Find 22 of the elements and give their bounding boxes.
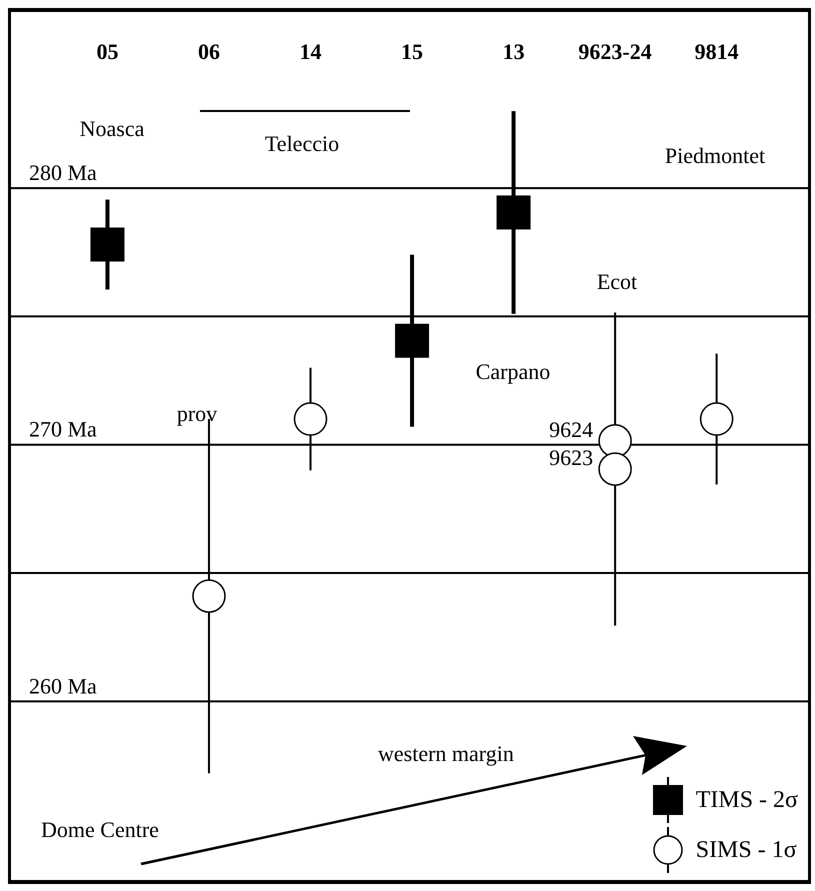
annotation: western margin (378, 741, 514, 766)
x-tick-label: 9814 (694, 39, 739, 64)
annotation: Dome Centre (41, 817, 159, 842)
annotation: 9624 (549, 416, 594, 442)
y-tick-label: 280 Ma (29, 160, 98, 186)
y-tick-label: 270 Ma (29, 416, 98, 442)
annotation: Teleccio (264, 131, 340, 156)
annotation: Piedmontet (664, 143, 766, 168)
annotation: prov (176, 401, 218, 426)
y-tick-label: 260 Ma (29, 673, 98, 698)
annotation: 9623 (549, 445, 594, 470)
x-tick-label: 15 (401, 39, 424, 64)
annotation: Ecot (596, 269, 638, 294)
x-tick-label: 14 (300, 39, 322, 64)
x-tick-label: 05 (96, 39, 118, 64)
x-tick-label: 13 (502, 39, 525, 64)
x-tick-label: 06 (198, 39, 220, 64)
legend-label: TIMS - 2σ (696, 786, 798, 814)
annotation: Noasca (80, 116, 145, 141)
legend-label: SIMS - 1σ (696, 836, 797, 864)
x-tick-label: 9623-24 (578, 39, 652, 64)
annotation: Carpano (476, 359, 550, 384)
